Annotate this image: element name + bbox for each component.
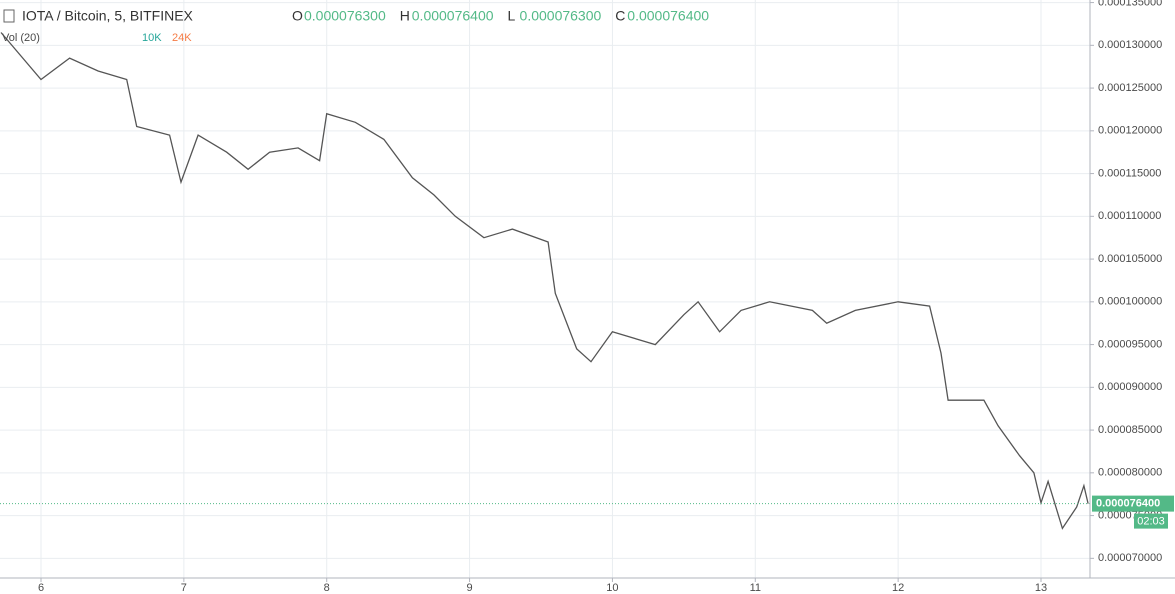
- collapse-icon[interactable]: [3, 9, 15, 23]
- last-price-badge: [1092, 495, 1174, 512]
- grid: [0, 0, 1090, 578]
- x-tick-label: 6: [38, 582, 44, 594]
- plot: [0, 32, 1090, 530]
- last-price-label: 0.000076400: [1096, 498, 1160, 510]
- x-tick-label: 9: [467, 582, 473, 594]
- y-tick-label: 0.000080000: [1098, 467, 1162, 479]
- y-tick-label: 0.000120000: [1098, 125, 1162, 137]
- ohlc-key: C: [615, 8, 625, 24]
- y-tick-label: 0.000090000: [1098, 381, 1162, 393]
- x-tick-label: 10: [606, 582, 618, 594]
- y-tick-label: 0.000125000: [1098, 82, 1162, 94]
- y-tick-label: 0.000070000: [1098, 552, 1162, 564]
- volume-value: 10K: [142, 32, 162, 44]
- y-tick-label: 0.000110000: [1098, 210, 1161, 222]
- ohlc-key: O: [292, 8, 303, 24]
- y-tick-label: 0.000105000: [1098, 253, 1162, 265]
- ohlc-key: H: [400, 8, 410, 24]
- x-tick-label: 7: [181, 582, 187, 594]
- ohlc-value: 0.000076300: [304, 8, 386, 24]
- y-tick-label: 0.000100000: [1098, 296, 1162, 308]
- volume-value: 24K: [172, 32, 192, 44]
- y-tick-label: 0.000085000: [1098, 424, 1162, 436]
- ohlc-key: L: [508, 8, 516, 24]
- ohlc-legend: O 0.000076300 H 0.000076400 L 0.000076300 C 0.0…: [292, 8, 709, 24]
- y-tick-label: 0.000135000: [1098, 0, 1162, 8]
- y-tick-label: 0.000130000: [1098, 39, 1162, 51]
- ohlc-value: 0.000076400: [412, 8, 494, 24]
- x-tick-label: 12: [892, 582, 904, 594]
- x-tick-label: 13: [1035, 582, 1047, 594]
- y-tick-label: 0.000095000: [1098, 338, 1162, 350]
- volume-name[interactable]: Vol (20): [2, 32, 40, 44]
- x-tick-label: 8: [324, 582, 330, 594]
- ohlc-value: 0.000076300: [520, 8, 602, 24]
- x-tick-label: 11: [750, 582, 761, 594]
- countdown-badge: [1134, 513, 1168, 529]
- y-tick-label: 0.000115000: [1098, 167, 1161, 179]
- ohlc-value: 0.000076400: [627, 8, 709, 24]
- symbol-title[interactable]: IOTA / Bitcoin, 5, BITFINEX: [22, 8, 194, 24]
- price-line: [0, 32, 1089, 530]
- countdown: 02:03: [1137, 516, 1165, 528]
